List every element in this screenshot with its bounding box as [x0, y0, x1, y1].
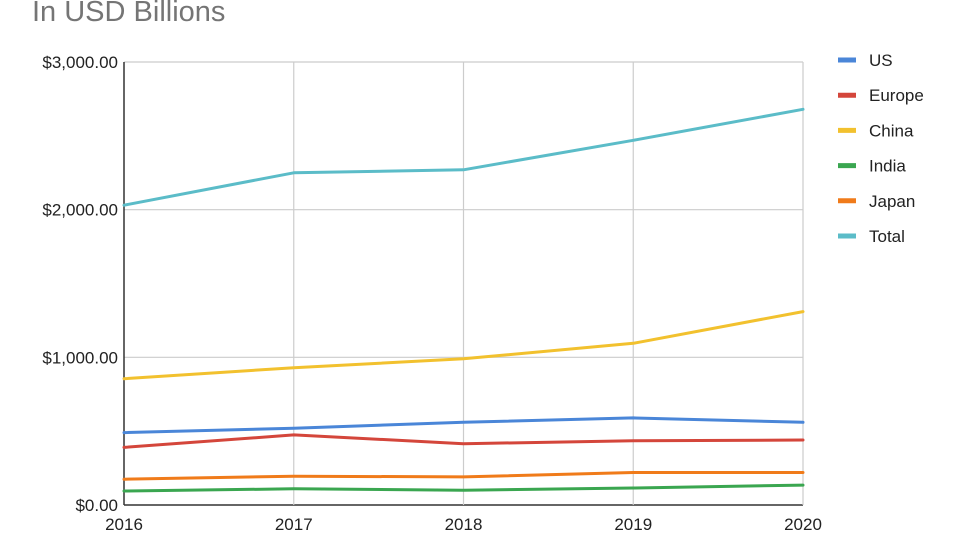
- y-tick-label: $3,000.00: [42, 53, 118, 72]
- series-line-india: [122, 483, 805, 493]
- legend: US Europe China India Japan Total: [838, 51, 924, 246]
- y-tick-label: $2,000.00: [42, 201, 118, 220]
- x-tick-label: 2019: [614, 515, 652, 534]
- legend-label: China: [869, 121, 914, 140]
- x-tick-label: 2017: [275, 515, 313, 534]
- y-tick-label: $1,000.00: [42, 348, 118, 367]
- legend-label: US: [869, 51, 893, 70]
- y-tick-label: $0.00: [75, 496, 118, 515]
- x-tick-label: 2018: [445, 515, 483, 534]
- series-line-china: [122, 310, 805, 381]
- series-line-japan: [122, 471, 805, 481]
- chart-title: In USD Billions: [32, 0, 226, 28]
- y-axis-ticks: $0.00 $1,000.00 $2,000.00 $3,000.00: [42, 53, 118, 515]
- series-line-us: [122, 416, 805, 435]
- legend-label: Europe: [869, 86, 924, 105]
- series-lines: [122, 107, 805, 493]
- series-line-total: [122, 107, 805, 207]
- series-line-europe: [122, 433, 805, 449]
- legend-label: Total: [869, 227, 905, 246]
- x-axis-ticks: 2016 2017 2018 2019 2020: [105, 515, 822, 534]
- legend-label: Japan: [869, 192, 915, 211]
- legend-label: India: [869, 157, 906, 176]
- x-tick-label: 2016: [105, 515, 143, 534]
- x-tick-label: 2020: [784, 515, 822, 534]
